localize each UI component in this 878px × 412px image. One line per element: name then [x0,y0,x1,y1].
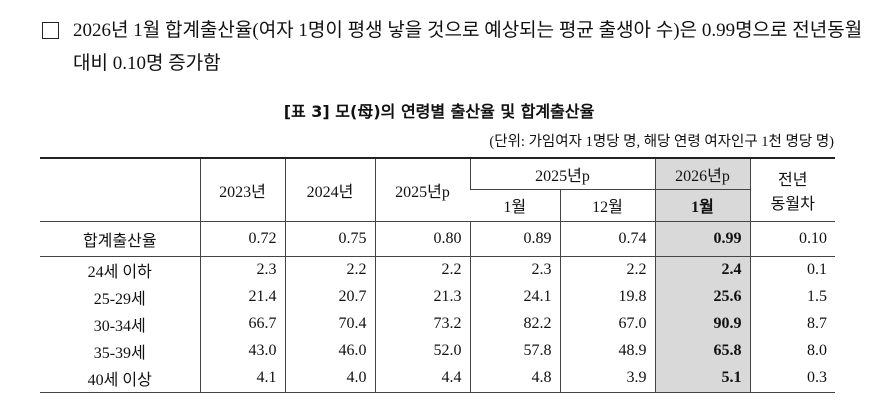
value-cell: 90.9 [654,310,750,338]
header-cell: 1월 [654,189,750,222]
value-cell: 0.3 [749,364,835,393]
value-cell: 19.8 [559,283,655,311]
value-cell: 21.4 [199,283,285,311]
value-cell: 0.72 [199,221,285,257]
value-cell: 5.1 [654,364,750,393]
row-label: 24세 이하 [87,264,152,281]
row-label: 40세 이상 [40,364,200,393]
checkbox-bullet [42,22,59,39]
table-body: 합계출산율 0.72 0.75 0.80 0.89 0.74 0.99 0.10 24세 이하 2… [40,221,835,393]
value-cell: 2.3 [199,256,285,284]
table-row: 40세 이상 4.1 4.0 4.4 4.8 3.9 5.1 0.3 [40,364,835,393]
value-cell: 43.0 [199,337,285,365]
value-cell: 4.1 [199,364,285,393]
value-cell: 4.0 [284,364,375,393]
header-cell: 1월 [470,189,560,222]
value-cell: 70.4 [284,310,375,338]
table-row: 합계출산율 0.72 0.75 0.80 0.89 0.74 0.99 0.10 [40,221,835,257]
value-cell: 20.7 [284,283,375,311]
value-cell: 0.74 [559,221,655,257]
value-cell: 2.4 [654,256,750,284]
value-cell: 0.80 [374,221,470,257]
value-cell: 52.0 [374,337,470,365]
table-row: 24세 이하 2.3 2.2 2.2 2.3 2.2 2.4 0.1 [40,256,835,284]
value-cell: 4.4 [374,364,470,393]
value-cell: 1.5 [749,283,835,311]
value-cell: 24.1 [469,283,560,311]
table-row: 30-34세 66.7 70.4 73.2 82.2 67.0 90.9 8.7 [40,310,835,338]
value-cell: 65.8 [654,337,750,365]
table-row: 25-29세 21.4 20.7 21.3 24.1 19.8 25.6 1.5 [40,283,835,311]
header-cell: 2026년p [654,157,750,190]
value-cell: 2.3 [469,256,560,284]
row-label: 합계출산율 [40,221,200,257]
table-row: 35-39세 43.0 46.0 52.0 57.8 48.9 65.8 8.0 [40,337,835,365]
value-cell: 2.2 [374,256,470,284]
header-cell [40,157,200,222]
value-cell: 46.0 [284,337,375,365]
value-cell: 0.99 [654,221,750,257]
row-label: 30-34세 [93,318,146,335]
value-cell: 57.8 [469,337,560,365]
table-unit: (단위: 가임여자 1명당 명, 해당 연령 여자인구 1천 명당 명) [489,134,834,150]
value-cell: 0.75 [284,221,375,257]
row-label: 25-29세 [93,291,146,308]
header-text: 전년 [778,171,808,189]
table-title: [표 3] 모(母)의 연령별 출산율 및 합계출산율 [283,102,595,121]
value-cell: 4.8 [469,364,560,393]
header-cell: 12월 [559,189,655,222]
value-cell: 73.2 [374,310,470,338]
intro-text: 2026년 1월 합계출산율(여자 1명이 평생 낳을 것으로 예상되는 평균 … [73,20,863,74]
value-cell: 21.3 [374,283,470,311]
header-cell: 2024년 [284,157,375,222]
header-text: 동월차 [770,195,815,213]
row-label: 35-39세 [93,345,146,362]
value-cell: 3.9 [559,364,655,393]
header-cell: 2025년p [469,157,655,190]
value-cell: 0.89 [469,221,560,257]
value-cell: 67.0 [559,310,655,338]
value-cell: 8.0 [749,337,835,365]
value-cell: 25.6 [654,283,750,311]
value-cell: 0.1 [749,256,835,284]
value-cell: 66.7 [199,310,285,338]
value-cell: 48.9 [559,337,655,365]
header-cell: 2025년p [374,157,470,222]
value-cell: 8.7 [749,310,835,338]
value-cell: 82.2 [469,310,560,338]
header-cell: 2023년 [199,157,285,222]
value-cell: 2.2 [559,256,655,284]
value-cell: 2.2 [284,256,375,284]
value-cell: 0.10 [749,221,835,257]
